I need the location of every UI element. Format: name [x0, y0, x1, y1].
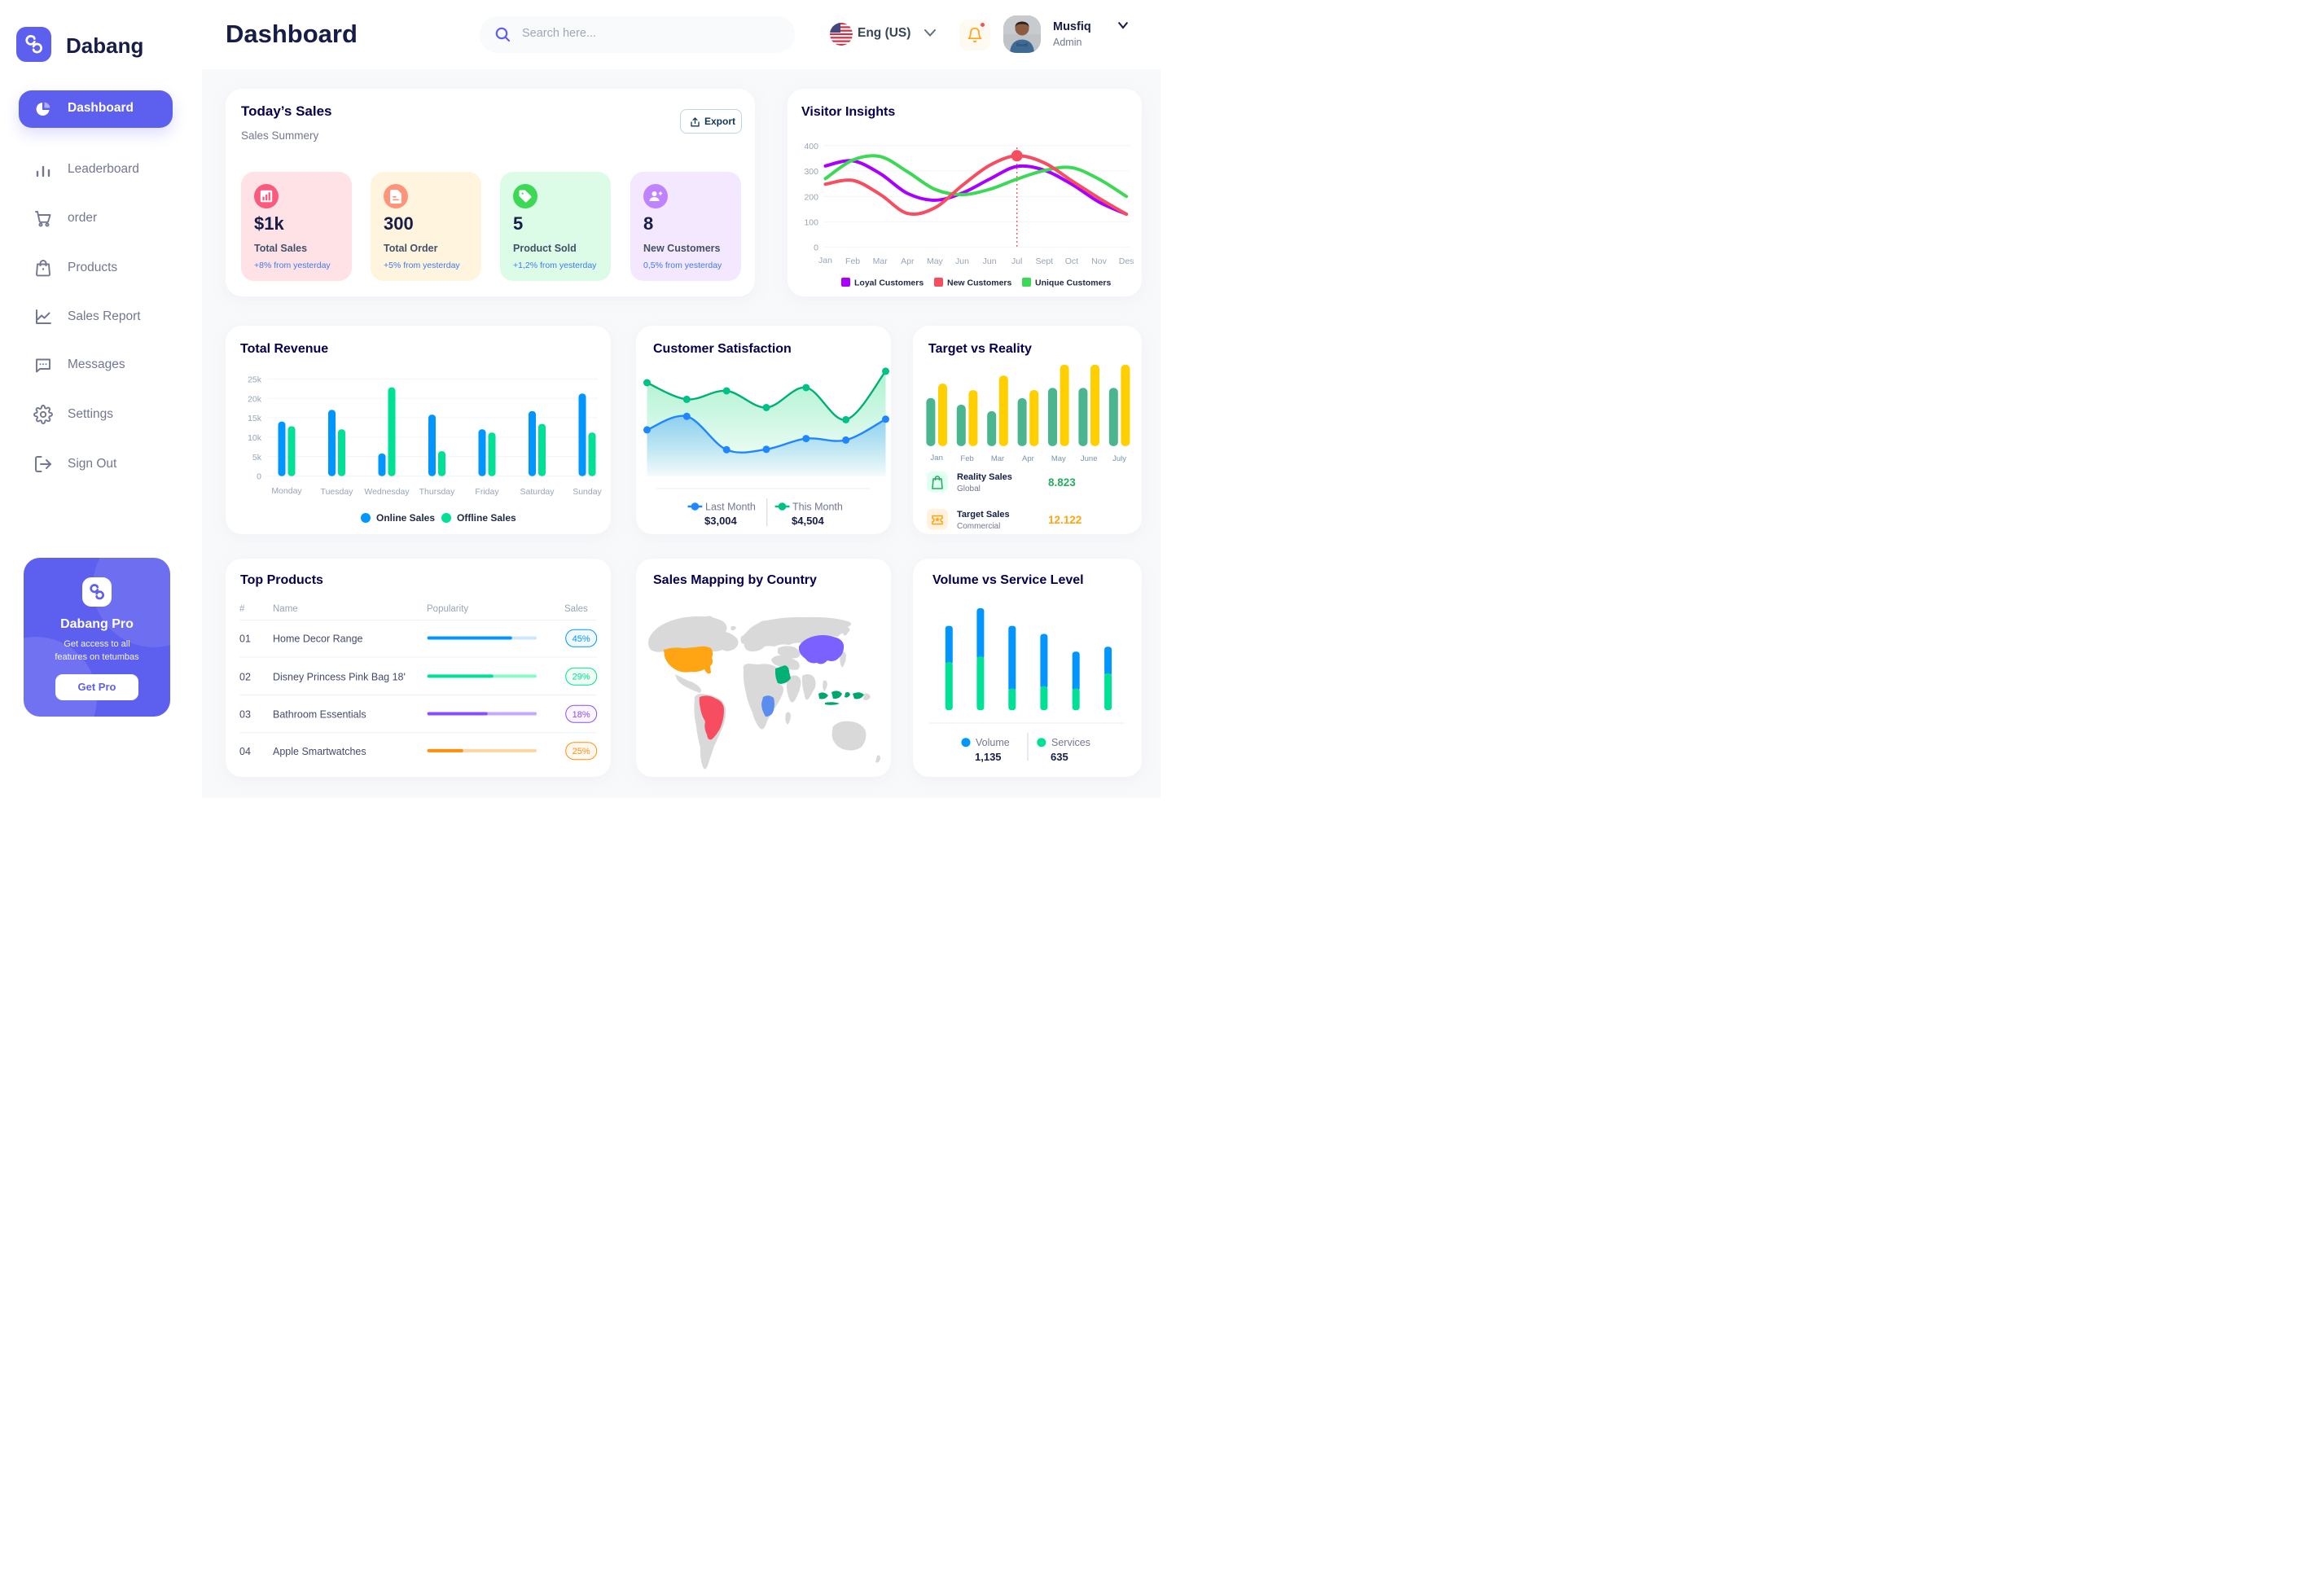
svg-text:Popularity: Popularity — [427, 604, 468, 614]
svg-text:45%: 45% — [573, 634, 590, 644]
svg-text:New Customers: New Customers — [947, 278, 1012, 288]
svg-text:Unique Customers: Unique Customers — [1035, 278, 1112, 288]
svg-text:Global: Global — [957, 484, 981, 493]
svg-text:#: # — [239, 604, 245, 614]
svg-text:10k: 10k — [248, 433, 262, 443]
svg-text:25%: 25% — [573, 747, 590, 756]
svg-text:Commercial: Commercial — [957, 522, 1000, 531]
svg-text:Friday: Friday — [475, 487, 499, 497]
svg-text:Jul: Jul — [1011, 256, 1022, 266]
svg-text:Oct: Oct — [1065, 256, 1078, 266]
svg-text:0: 0 — [257, 471, 261, 481]
svg-text:Home Decor Range: Home Decor Range — [273, 634, 363, 645]
svg-text:Apr: Apr — [1022, 454, 1034, 463]
svg-text:Bathroom Essentials: Bathroom Essentials — [273, 709, 366, 721]
svg-text:03: 03 — [239, 709, 251, 721]
svg-text:18%: 18% — [573, 710, 590, 720]
svg-text:400: 400 — [804, 142, 818, 151]
svg-text:Online Sales: Online Sales — [376, 512, 435, 524]
svg-text:Monday: Monday — [271, 486, 302, 496]
svg-text:02: 02 — [239, 671, 251, 682]
svg-text:8.823: 8.823 — [1048, 476, 1076, 489]
svg-text:Offline Sales: Offline Sales — [457, 512, 516, 524]
svg-text:Des: Des — [1119, 256, 1134, 266]
svg-text:5k: 5k — [252, 453, 262, 463]
svg-text:0: 0 — [814, 243, 818, 252]
svg-text:Last Month: Last Month — [705, 502, 756, 513]
svg-text:$3,004: $3,004 — [704, 515, 738, 527]
svg-text:Sales: Sales — [564, 604, 588, 614]
svg-text:Wednesday: Wednesday — [364, 487, 410, 497]
svg-text:July: July — [1112, 454, 1126, 463]
svg-text:June: June — [1081, 454, 1098, 463]
svg-text:12.122: 12.122 — [1048, 514, 1082, 526]
svg-text:Services: Services — [1051, 737, 1090, 748]
svg-text:20k: 20k — [248, 394, 262, 404]
svg-text:Jun: Jun — [983, 256, 997, 266]
svg-text:1,135: 1,135 — [975, 751, 1002, 763]
svg-text:May: May — [1051, 454, 1066, 463]
svg-text:Loyal Customers: Loyal Customers — [854, 278, 924, 288]
svg-text:100: 100 — [804, 218, 818, 228]
svg-text:29%: 29% — [573, 673, 590, 682]
svg-text:Nov: Nov — [1091, 256, 1107, 266]
svg-text:04: 04 — [239, 746, 251, 757]
svg-text:Name: Name — [273, 604, 298, 614]
svg-text:15k: 15k — [248, 414, 262, 423]
svg-text:May: May — [927, 256, 944, 266]
svg-text:Feb: Feb — [845, 256, 860, 266]
svg-text:Thursday: Thursday — [419, 487, 456, 497]
svg-text:Feb: Feb — [960, 454, 973, 463]
svg-text:Mar: Mar — [991, 454, 1004, 463]
svg-text:Mar: Mar — [873, 256, 888, 266]
svg-text:Jan: Jan — [818, 256, 832, 265]
svg-text:635: 635 — [1051, 751, 1068, 763]
svg-text:Target Sales: Target Sales — [957, 510, 1010, 520]
svg-text:Apple Smartwatches: Apple Smartwatches — [273, 746, 366, 757]
svg-text:Sunday: Sunday — [573, 487, 602, 497]
svg-text:Sept: Sept — [1035, 256, 1053, 266]
svg-text:300: 300 — [804, 167, 818, 177]
svg-text:This Month: This Month — [792, 502, 843, 513]
svg-text:$4,504: $4,504 — [792, 515, 825, 527]
svg-text:Volume: Volume — [976, 737, 1010, 748]
svg-text:Tuesday: Tuesday — [321, 487, 354, 497]
svg-text:25k: 25k — [248, 375, 262, 384]
svg-text:Saturday: Saturday — [520, 487, 555, 497]
svg-text:Reality Sales: Reality Sales — [957, 472, 1012, 482]
svg-text:200: 200 — [804, 192, 818, 202]
svg-text:Jun: Jun — [955, 256, 969, 266]
svg-text:Apr: Apr — [901, 256, 915, 266]
svg-text:01: 01 — [239, 634, 251, 645]
svg-text:Disney Princess Pink Bag 18': Disney Princess Pink Bag 18' — [273, 671, 406, 682]
svg-text:Jan: Jan — [931, 454, 943, 463]
